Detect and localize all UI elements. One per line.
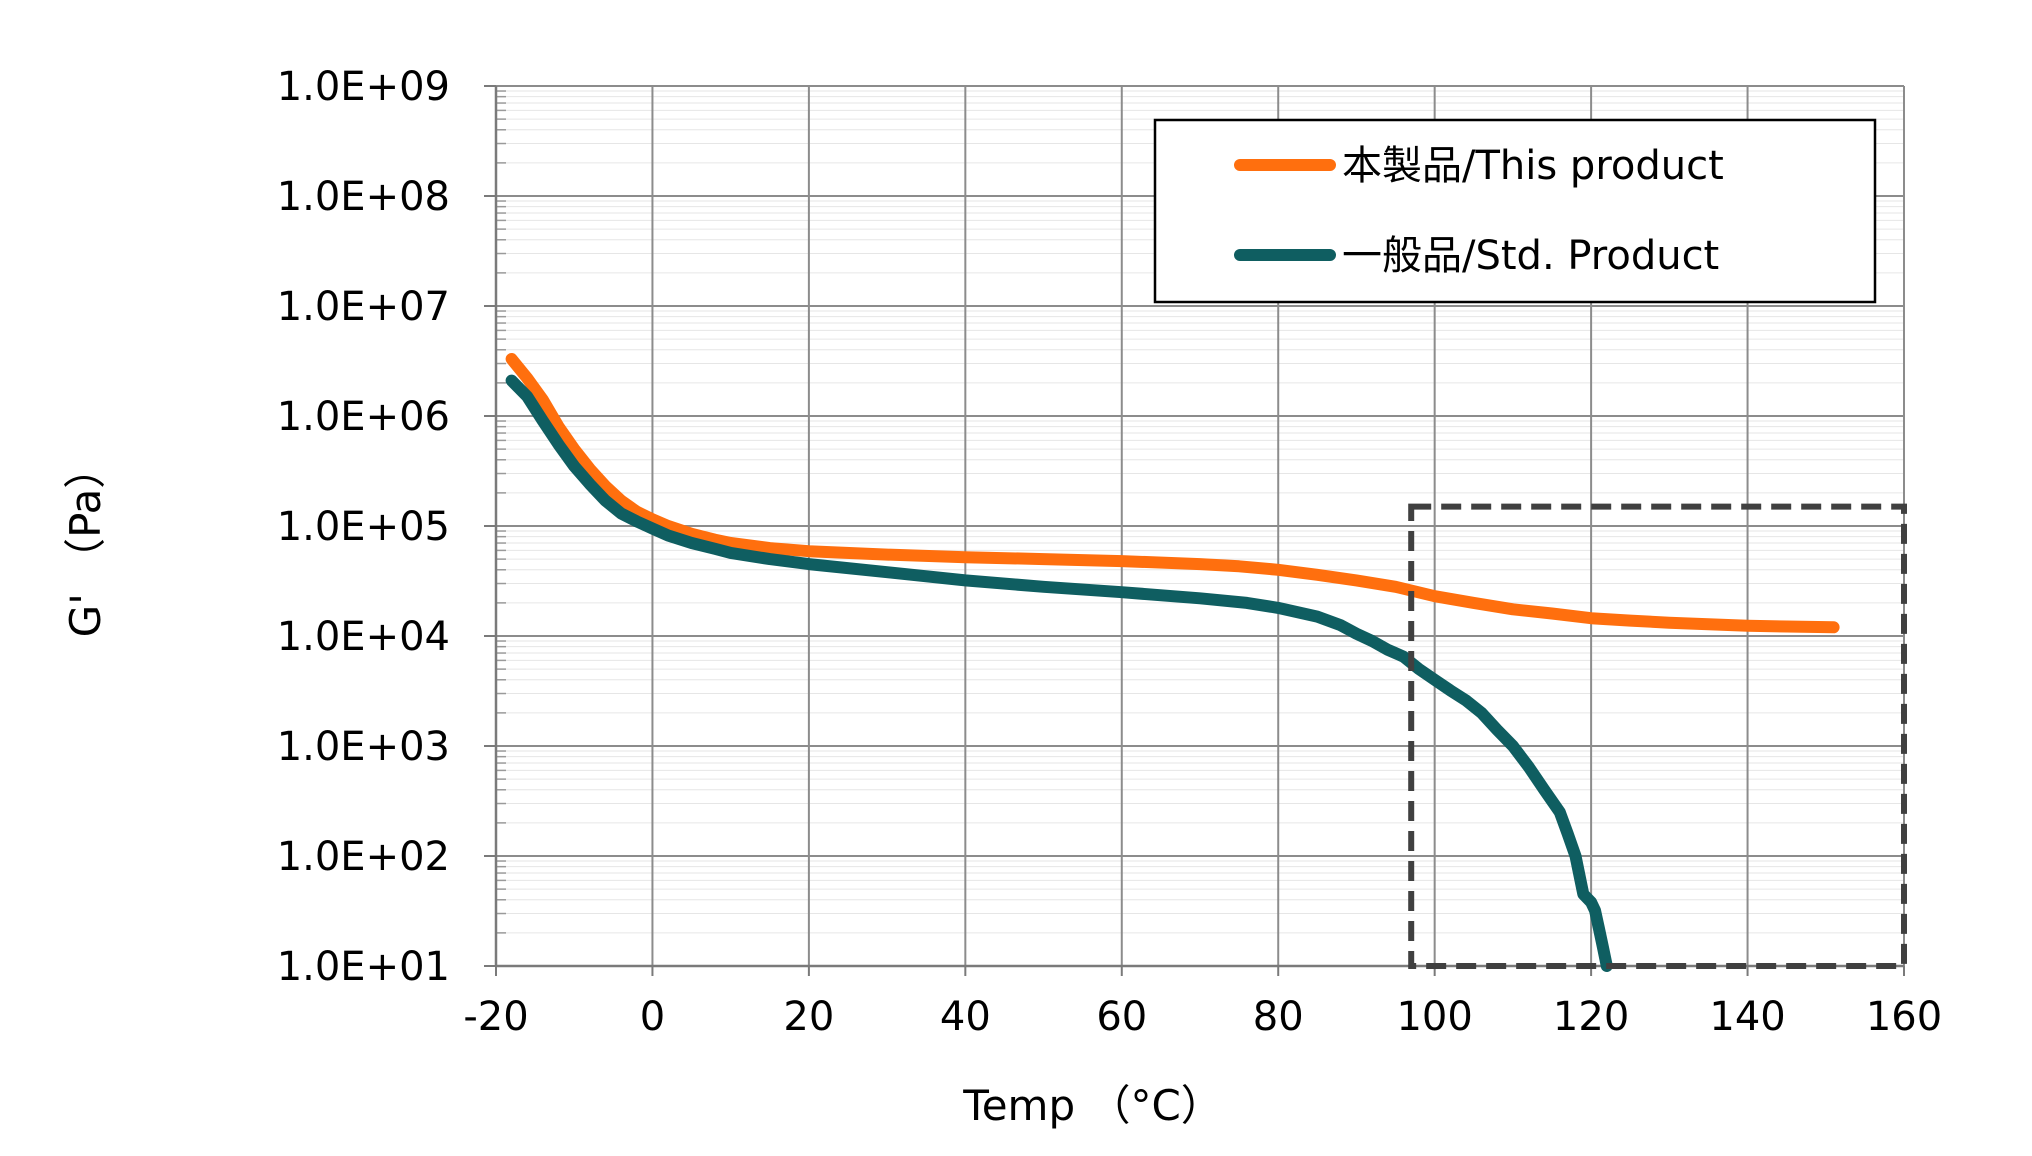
series-line-1 — [505, 353, 1840, 634]
y-tick-label: 1.0E+02 — [277, 834, 450, 880]
x-tick-label: 160 — [1866, 994, 1942, 1040]
x-tick-label: 60 — [1096, 994, 1147, 1040]
y-axis-ticks: 1.0E+01 1.0E+02 1.0E+03 1.0E+04 1.0E+05 1.0E+… — [277, 64, 496, 990]
y-tick-label: 1.0E+09 — [277, 64, 450, 110]
legend-box — [1153, 118, 1877, 304]
series-group — [505, 353, 1840, 972]
y-tick-label: 1.0E+06 — [277, 394, 450, 440]
x-tick-label: 140 — [1709, 994, 1785, 1040]
y-tick-label: 1.0E+01 — [277, 944, 450, 990]
minor-gridlines — [496, 90, 1904, 934]
legend-label-1: 本製品/This product — [1342, 143, 1724, 189]
x-tick-label: 40 — [940, 994, 991, 1040]
y-tick-label: 1.0E+03 — [277, 724, 450, 770]
x-tick-label: 120 — [1553, 994, 1629, 1040]
y-axis-title: G' （Pa） — [61, 447, 110, 638]
x-tick-label: 20 — [783, 994, 834, 1040]
series-line-2 — [505, 374, 1613, 972]
legend: 本製品/This product 一般品/Std. Product — [1153, 118, 1877, 304]
x-tick-label: 0 — [640, 994, 665, 1040]
x-tick-label: 100 — [1396, 994, 1472, 1040]
y-tick-label: 1.0E+04 — [277, 614, 450, 660]
y-tick-label: 1.0E+08 — [277, 174, 450, 220]
y-tick-label: 1.0E+07 — [277, 284, 450, 330]
x-axis-title: Temp （°C） — [962, 1081, 1223, 1130]
x-tick-label: 80 — [1253, 994, 1304, 1040]
x-axis-ticks: -20 0 20 40 60 80 100 120 140 160 — [463, 966, 1942, 1040]
x-tick-label: -20 — [463, 994, 528, 1040]
legend-label-2: 一般品/Std. Product — [1342, 233, 1719, 279]
y-tick-label: 1.0E+05 — [277, 504, 450, 550]
annotation-group — [1408, 503, 1907, 969]
highlight-box — [1408, 503, 1907, 969]
